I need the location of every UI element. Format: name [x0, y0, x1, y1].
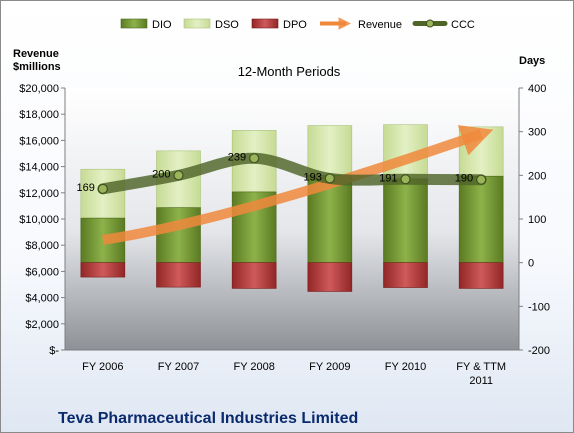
x-tick-label: FY 2008: [233, 361, 274, 373]
legend: DIO DSO DPO Revenue CCC: [120, 17, 475, 31]
revenue-arrow: [102, 125, 494, 245]
company-name: Teva Pharmaceutical Industries Limited: [58, 410, 358, 427]
legend-label: DPO: [283, 19, 307, 31]
legend-marker: [426, 19, 434, 28]
right-tick-label: 300: [528, 127, 546, 139]
x-tick-label: FY 2010: [385, 361, 426, 373]
dio-bar: [383, 178, 428, 263]
dpo-bar: [156, 262, 201, 288]
right-tick-label: -100: [528, 301, 550, 313]
right-axis-title: Days: [519, 55, 545, 67]
left-tick-label: $18,000: [19, 109, 59, 121]
left-tick-label: $20,000: [19, 83, 59, 95]
ccc-value-label: 200: [152, 168, 170, 180]
ccc-point: [476, 174, 487, 185]
dio-bar: [458, 175, 504, 263]
ccc-point: [249, 153, 260, 164]
ccc-point: [97, 183, 108, 194]
ccc-series-line: [97, 152, 487, 195]
dpo-bar: [231, 262, 277, 289]
ccc-line: 169 200 239 193 191 190: [76, 151, 487, 195]
dpo-bar: [383, 262, 428, 288]
dio-bar: [156, 207, 201, 263]
legend-swatch: [251, 18, 279, 29]
legend-label: DSO: [215, 19, 239, 31]
left-tick-label: $8,000: [25, 240, 59, 252]
left-axis-title: Revenue: [13, 48, 59, 60]
ccc-value-label: 191: [379, 172, 397, 184]
ccc-point: [400, 174, 411, 185]
left-tick-label: $12,000: [19, 188, 59, 200]
plot-area: [65, 88, 519, 350]
left-tick-label: $-: [49, 345, 59, 357]
legend-swatch: [183, 18, 211, 29]
x-tick-label: FY & TTM: [456, 361, 506, 373]
left-tick-label: $6,000: [25, 266, 59, 278]
right-tick-label: 400: [528, 83, 546, 95]
x-tick-label: FY 2006: [82, 361, 123, 373]
dso-bar: [307, 125, 353, 176]
left-tick-label: $16,000: [19, 135, 59, 147]
right-tick-label: 100: [528, 214, 546, 226]
right-tick-label: 0: [528, 258, 534, 270]
x-tick-label: 2011: [469, 375, 493, 387]
x-tick-label: FY 2007: [158, 361, 199, 373]
left-tick-label: $10,000: [19, 214, 59, 226]
right-tick-label: -200: [528, 345, 550, 357]
revenue-trend-arrow: [102, 125, 494, 245]
left-tick-label: $14,000: [19, 162, 59, 174]
x-axis: FY 2006 FY 2007 FY 2008 FY 2009 FY 2010 FY & …: [65, 349, 519, 387]
x-tick-label: FY 2009: [309, 361, 350, 373]
left-axis-subtitle: $millions: [13, 61, 61, 73]
dpo-bar: [458, 262, 504, 289]
legend-label: Revenue: [358, 19, 402, 31]
legend-label: DIO: [152, 19, 172, 31]
ccc-point: [324, 173, 335, 184]
ccc-value-label: 239: [228, 151, 246, 163]
bars: [80, 124, 504, 292]
dpo-bar: [307, 262, 353, 292]
ccc-value-label: 193: [303, 171, 321, 183]
left-tick-label: $2,000: [25, 319, 59, 331]
right-axis: -200 -100 0 100 200 300 400: [518, 83, 550, 357]
chart-title: 12-Month Periods: [238, 64, 341, 79]
left-tick-label: $4,000: [25, 293, 59, 305]
axis-titles: Revenue$millions Days: [13, 48, 545, 73]
ccc-value-label: 169: [76, 182, 94, 194]
ccc-value-label: 190: [455, 173, 473, 185]
legend-label: CCC: [451, 19, 475, 31]
right-tick-label: 200: [528, 170, 546, 182]
dpo-bar: [80, 262, 126, 278]
legend-swatch: [120, 18, 148, 29]
ccc-point: [173, 170, 184, 181]
left-axis: $- $2,000 $4,000 $6,000 $8,000 $10,000 $12,000…: [19, 83, 66, 357]
